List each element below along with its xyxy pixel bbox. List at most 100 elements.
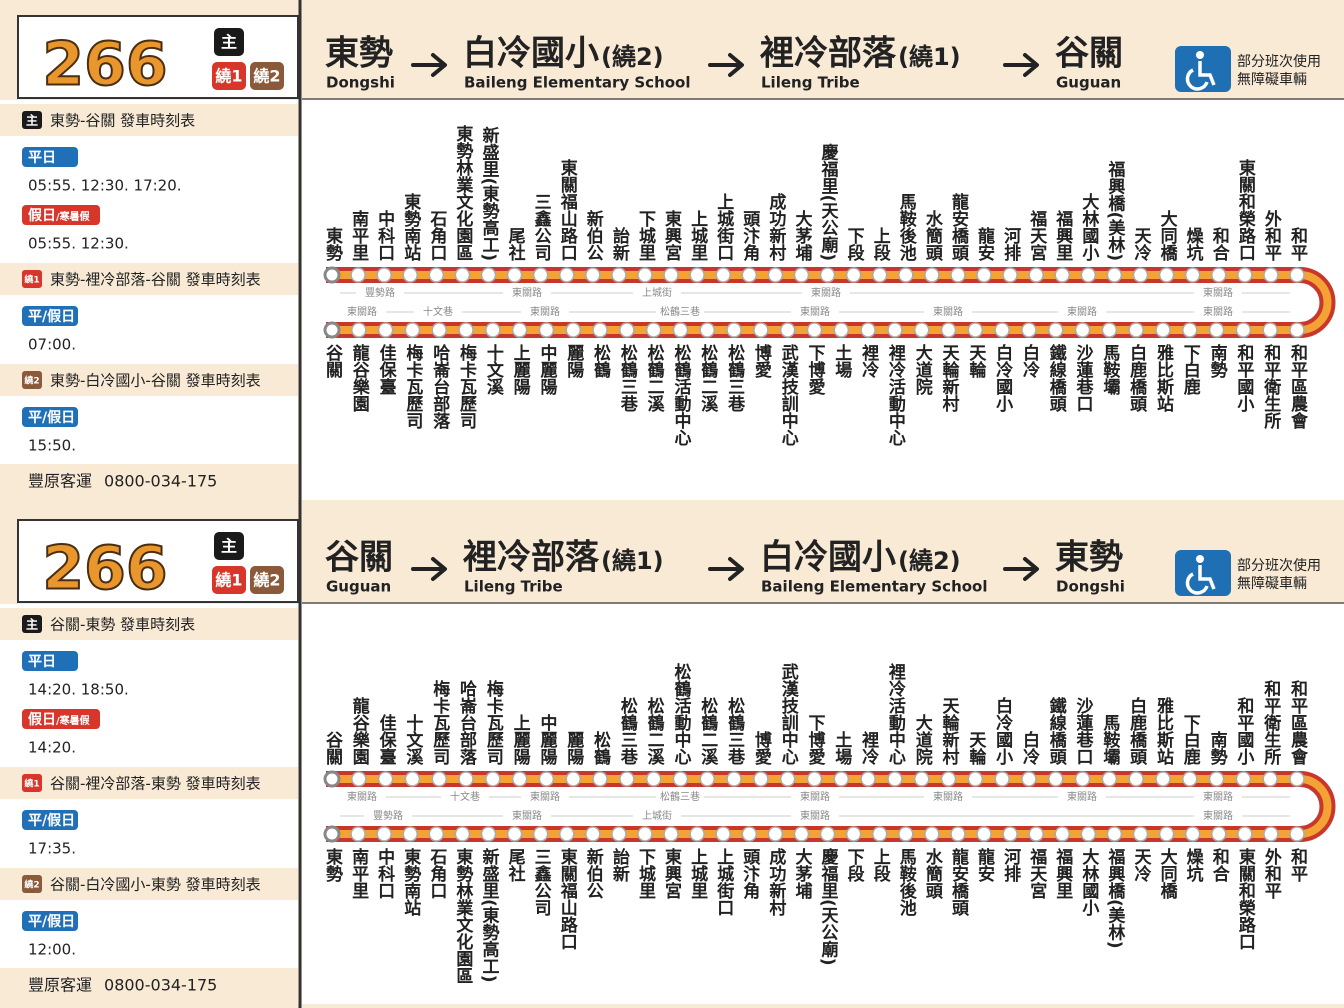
access-icon-body [1185, 565, 1216, 595]
stop-marker [485, 771, 501, 787]
stop-name: 石角口 [426, 210, 448, 261]
stop-name: 上城街口 [713, 848, 735, 916]
access-icon-head [1196, 51, 1204, 59]
departure-times: 15:50. [28, 437, 76, 455]
day-pill [22, 810, 78, 830]
stop-name: 梅卡瓦歷司 [402, 343, 423, 429]
stop-name: 鐵線橋頭 [1046, 696, 1067, 766]
stop-marker [689, 267, 705, 283]
stop-name: 大茅埔 [791, 209, 812, 262]
stop-marker [1128, 771, 1144, 787]
stop-marker [860, 771, 876, 787]
stop-marker [845, 267, 862, 283]
stop-name: 龍安橋頭 [948, 847, 969, 917]
route-badge [250, 62, 284, 90]
road-label-bg [1194, 287, 1242, 299]
stop-name: 松鶴三巷 [617, 343, 639, 412]
stop-marker [994, 322, 1010, 338]
stop-marker [924, 267, 940, 283]
stop-marker [1074, 322, 1091, 338]
road-label: 東關路 [530, 790, 560, 803]
stop-marker [1101, 322, 1118, 338]
road-label-bg [633, 810, 681, 822]
stop-marker [485, 322, 501, 338]
stop-marker [611, 826, 627, 842]
schedule-title: 谷關-東勢 發車時刻表 [50, 616, 195, 634]
schedule-title-bg [0, 767, 298, 799]
road-label-bg [1194, 810, 1242, 822]
stop-name: 慶福里(天公廟) [818, 847, 840, 966]
stop-name: 和平國小 [1233, 344, 1254, 413]
road-label: 東關路 [933, 305, 963, 318]
route-badge [250, 566, 284, 594]
stop-marker [645, 322, 662, 338]
stop-marker [1106, 267, 1123, 283]
road-label: 東關路 [512, 809, 542, 822]
stop-marker [1235, 771, 1252, 787]
company: 豐原客運 [28, 976, 92, 995]
stop-name: 中麗陽 [536, 713, 557, 766]
phone: 0800-034-175 [104, 976, 217, 995]
stop-name: 和合 [1209, 227, 1230, 262]
stop-name: 沙蓮巷口 [1073, 344, 1095, 412]
stop-name: 雅比斯站 [1153, 343, 1175, 413]
stop-marker [323, 321, 341, 339]
stop-marker [1080, 267, 1097, 283]
stop-name: 佳保臺 [376, 343, 398, 395]
stop-name: 石角口 [426, 848, 448, 899]
road-label: 東關路 [347, 790, 377, 803]
stop-name: 福興里 [1052, 847, 1074, 899]
stop-marker [323, 266, 341, 284]
stop-name: 雅比斯站 [1153, 696, 1175, 766]
day-note: /寒暑假 [56, 210, 91, 223]
stop-name: 東關和榮路口 [1235, 847, 1256, 950]
stop-marker [323, 825, 341, 843]
day-pill [22, 306, 78, 326]
stop-marker [779, 771, 796, 787]
arrow [708, 557, 744, 581]
stop-marker [480, 267, 497, 283]
stop-marker [967, 322, 984, 338]
day-pill [22, 205, 100, 225]
schedule-badge [22, 111, 42, 129]
schedule-title: 東勢-谷關 發車時刻表 [50, 112, 195, 130]
access-note: 無障礙車輛 [1237, 71, 1307, 88]
stop-marker [887, 322, 903, 338]
stop-name: 東勢南站 [400, 192, 421, 262]
road-label: 東關路 [933, 790, 963, 803]
stop-marker [726, 771, 742, 787]
stop-name: 十文溪 [402, 713, 423, 766]
header-stop-en: Baileng Elementary School [464, 74, 691, 92]
road-label: 東關路 [347, 305, 377, 318]
road-label: 東關路 [1203, 286, 1233, 299]
road-label: 上城街 [642, 809, 672, 822]
route-badge [214, 532, 244, 560]
stop-name: 白冷 [1019, 730, 1040, 766]
stop-marker [1106, 826, 1123, 842]
stop-marker [845, 826, 862, 842]
stop-marker [871, 826, 888, 842]
stop-name: 中科口 [374, 847, 395, 899]
stop-marker [1048, 322, 1064, 338]
road-label: 東關路 [1203, 305, 1233, 318]
road-label-bg [656, 306, 704, 318]
stop-name: 下段 [844, 848, 865, 883]
stop-marker [967, 771, 984, 787]
stop-name: 下博愛 [805, 344, 826, 396]
road-label: 東關路 [1067, 305, 1097, 318]
stop-name: 上段 [870, 227, 891, 262]
arrow [411, 557, 447, 581]
stop-name: 和平衛生所 [1260, 344, 1282, 430]
stop-marker [323, 770, 341, 788]
stop-marker [950, 826, 966, 842]
stop-name: 和平衛生所 [1260, 680, 1282, 766]
header-stop: 東勢 [325, 34, 393, 74]
stop-name: 松鶴三巷 [724, 343, 746, 412]
stop-name: 成功新村 [765, 847, 786, 917]
stop-name: 馬鞍後池 [896, 848, 917, 916]
stop-name: 白冷國小 [992, 343, 1013, 413]
stop-marker [860, 322, 876, 338]
stop-name: 天輪新村 [939, 344, 960, 413]
road-label-bg [521, 791, 569, 803]
stop-marker [689, 826, 705, 842]
